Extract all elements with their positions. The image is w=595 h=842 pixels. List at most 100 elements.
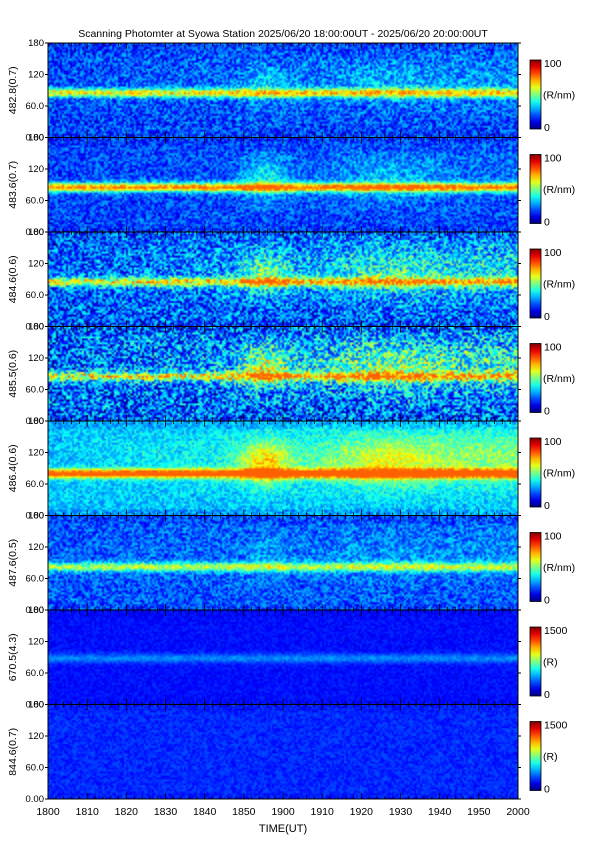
colorbar-min-label: 0: [544, 500, 550, 512]
y-tick-label: 0.00: [26, 133, 45, 144]
colorbar-2: 100 (R/nm) 0: [529, 153, 575, 229]
heatmap-7: [48, 610, 518, 705]
heatmap-1: [48, 43, 518, 138]
panel-1: 0.00 60.0 120 180 482.8(0.7) 100 (R/nm) 0: [7, 38, 575, 144]
y-tick-label: 180: [28, 605, 44, 616]
colorbar-min-label: 0: [544, 595, 550, 607]
panel-8: 0.00 60.0 120 180 844.6(0.7) 1500 (R) 0: [7, 700, 568, 806]
colorbar-max-label: 100: [544, 247, 562, 259]
chart-title: Scanning Photomter at Syowa Station 2025…: [78, 28, 488, 40]
heatmap-2: [48, 137, 518, 232]
y-tick-label: 120: [28, 353, 44, 364]
panel-ylabel: 487.6(0.5): [7, 539, 19, 587]
y-tick-label: 120: [28, 448, 44, 459]
x-tick-label: 2000: [506, 806, 530, 818]
y-tick-label: 0.00: [26, 227, 45, 238]
panel-2: 0.00 60.0 120 180 483.6(0.7) 100 (R/nm) 0: [7, 133, 575, 239]
y-tick-label: 0.00: [26, 794, 45, 805]
colorbar-max-label: 1500: [544, 720, 568, 732]
y-tick-label: 0.00: [26, 511, 45, 522]
colorbar-max-label: 100: [544, 342, 562, 354]
y-tick-label: 120: [28, 259, 44, 270]
y-tick-label: 180: [28, 700, 44, 711]
x-tick-label: 1910: [310, 806, 334, 818]
x-tick-label: 1950: [467, 806, 491, 818]
colorbar-unit-label: (R/nm): [543, 373, 575, 385]
colorbar-7: 1500 (R) 0: [529, 625, 568, 701]
colorbar-unit-label: (R/nm): [543, 184, 575, 196]
x-axis: 1800 1810 1820 1830 1840 1850 1900 1910 1920 1930…: [36, 806, 530, 818]
colorbar-8: 1500 (R) 0: [529, 720, 568, 796]
x-tick-label: 1800: [36, 806, 60, 818]
y-tick-label: 180: [28, 511, 44, 522]
heatmap-6: [48, 515, 518, 610]
colorbar-max-label: 1500: [544, 625, 568, 637]
panel-7: 0.00 60.0 120 180 670.5(4.3) 1500 (R) 0: [7, 605, 568, 711]
y-tick-label: 120: [28, 70, 44, 81]
y-tick-label: 180: [28, 416, 44, 427]
y-tick-label: 60.0: [26, 196, 45, 207]
colorbar-unit-label: (R/nm): [543, 468, 575, 480]
colorbar-6: 100 (R/nm) 0: [529, 531, 575, 607]
colorbar-unit-label: (R/nm): [543, 562, 575, 574]
y-tick-label: 60.0: [26, 385, 45, 396]
panel-3: 0.00 60.0 120 180 484.6(0.6) 100 (R/nm) 0: [7, 227, 575, 333]
y-tick-label: 60.0: [26, 668, 45, 679]
colorbar-unit-label: (R): [543, 751, 558, 763]
colorbar-min-label: 0: [544, 217, 550, 229]
colorbar-min-label: 0: [544, 406, 550, 418]
panel-6: 0.00 60.0 120 180 487.6(0.5) 100 (R/nm) 0: [7, 511, 575, 617]
heatmap-3: [48, 232, 518, 327]
panel-ylabel: 484.6(0.6): [7, 255, 19, 303]
heatmap-4: [48, 326, 518, 421]
colorbar-min-label: 0: [544, 311, 550, 323]
x-tick-label: 1830: [154, 806, 178, 818]
colorbar-max-label: 100: [544, 58, 562, 70]
colorbar-min-label: 0: [544, 122, 550, 134]
panel-ylabel: 844.6(0.7): [7, 728, 19, 776]
x-tick-label: 1900: [271, 806, 295, 818]
x-tick-label: 1810: [75, 806, 99, 818]
colorbar-min-label: 0: [544, 784, 550, 796]
heatmap-8: [48, 704, 518, 799]
x-tick-label: 1940: [428, 806, 452, 818]
panel-ylabel: 485.5(0.6): [7, 350, 19, 398]
y-tick-label: 180: [28, 133, 44, 144]
y-tick-label: 60.0: [26, 101, 45, 112]
y-tick-label: 60.0: [26, 479, 45, 490]
heatmap-5: [48, 421, 518, 516]
y-tick-label: 120: [28, 731, 44, 742]
panel-ylabel: 482.8(0.7): [7, 66, 19, 114]
x-tick-label: 1920: [350, 806, 374, 818]
panel-ylabel: 670.5(4.3): [7, 633, 19, 681]
colorbar-max-label: 100: [544, 436, 562, 448]
colorbar-unit-label: (R): [543, 657, 558, 669]
x-tick-label: 1840: [193, 806, 217, 818]
y-tick-label: 0.00: [26, 416, 45, 427]
y-tick-label: 120: [28, 637, 44, 648]
panel-ylabel: 483.6(0.7): [7, 161, 19, 209]
y-tick-label: 0.00: [26, 322, 45, 333]
y-tick-label: 0.00: [26, 700, 45, 711]
panels-group: 0.00 60.0 120 180 482.8(0.7) 100 (R/nm) 0 0.00 60…: [7, 38, 575, 805]
colorbar-unit-label: (R/nm): [543, 90, 575, 102]
colorbar-3: 100 (R/nm) 0: [529, 247, 575, 323]
y-tick-label: 60.0: [26, 290, 45, 301]
colorbar-1: 100 (R/nm) 0: [529, 58, 575, 134]
y-tick-label: 60.0: [26, 574, 45, 585]
colorbar-unit-label: (R/nm): [543, 279, 575, 291]
x-tick-label: 1820: [115, 806, 139, 818]
y-tick-label: 180: [28, 227, 44, 238]
x-tick-label: 1850: [232, 806, 256, 818]
y-tick-label: 0.00: [26, 605, 45, 616]
x-tick-label: 1930: [389, 806, 413, 818]
colorbar-min-label: 0: [544, 689, 550, 701]
colorbar-4: 100 (R/nm) 0: [529, 342, 575, 418]
colorbar-max-label: 100: [544, 153, 562, 165]
y-tick-label: 180: [28, 322, 44, 333]
colorbar-5: 100 (R/nm) 0: [529, 436, 575, 512]
y-tick-label: 120: [28, 164, 44, 175]
y-tick-label: 120: [28, 542, 44, 553]
panel-ylabel: 486.4(0.6): [7, 444, 19, 492]
